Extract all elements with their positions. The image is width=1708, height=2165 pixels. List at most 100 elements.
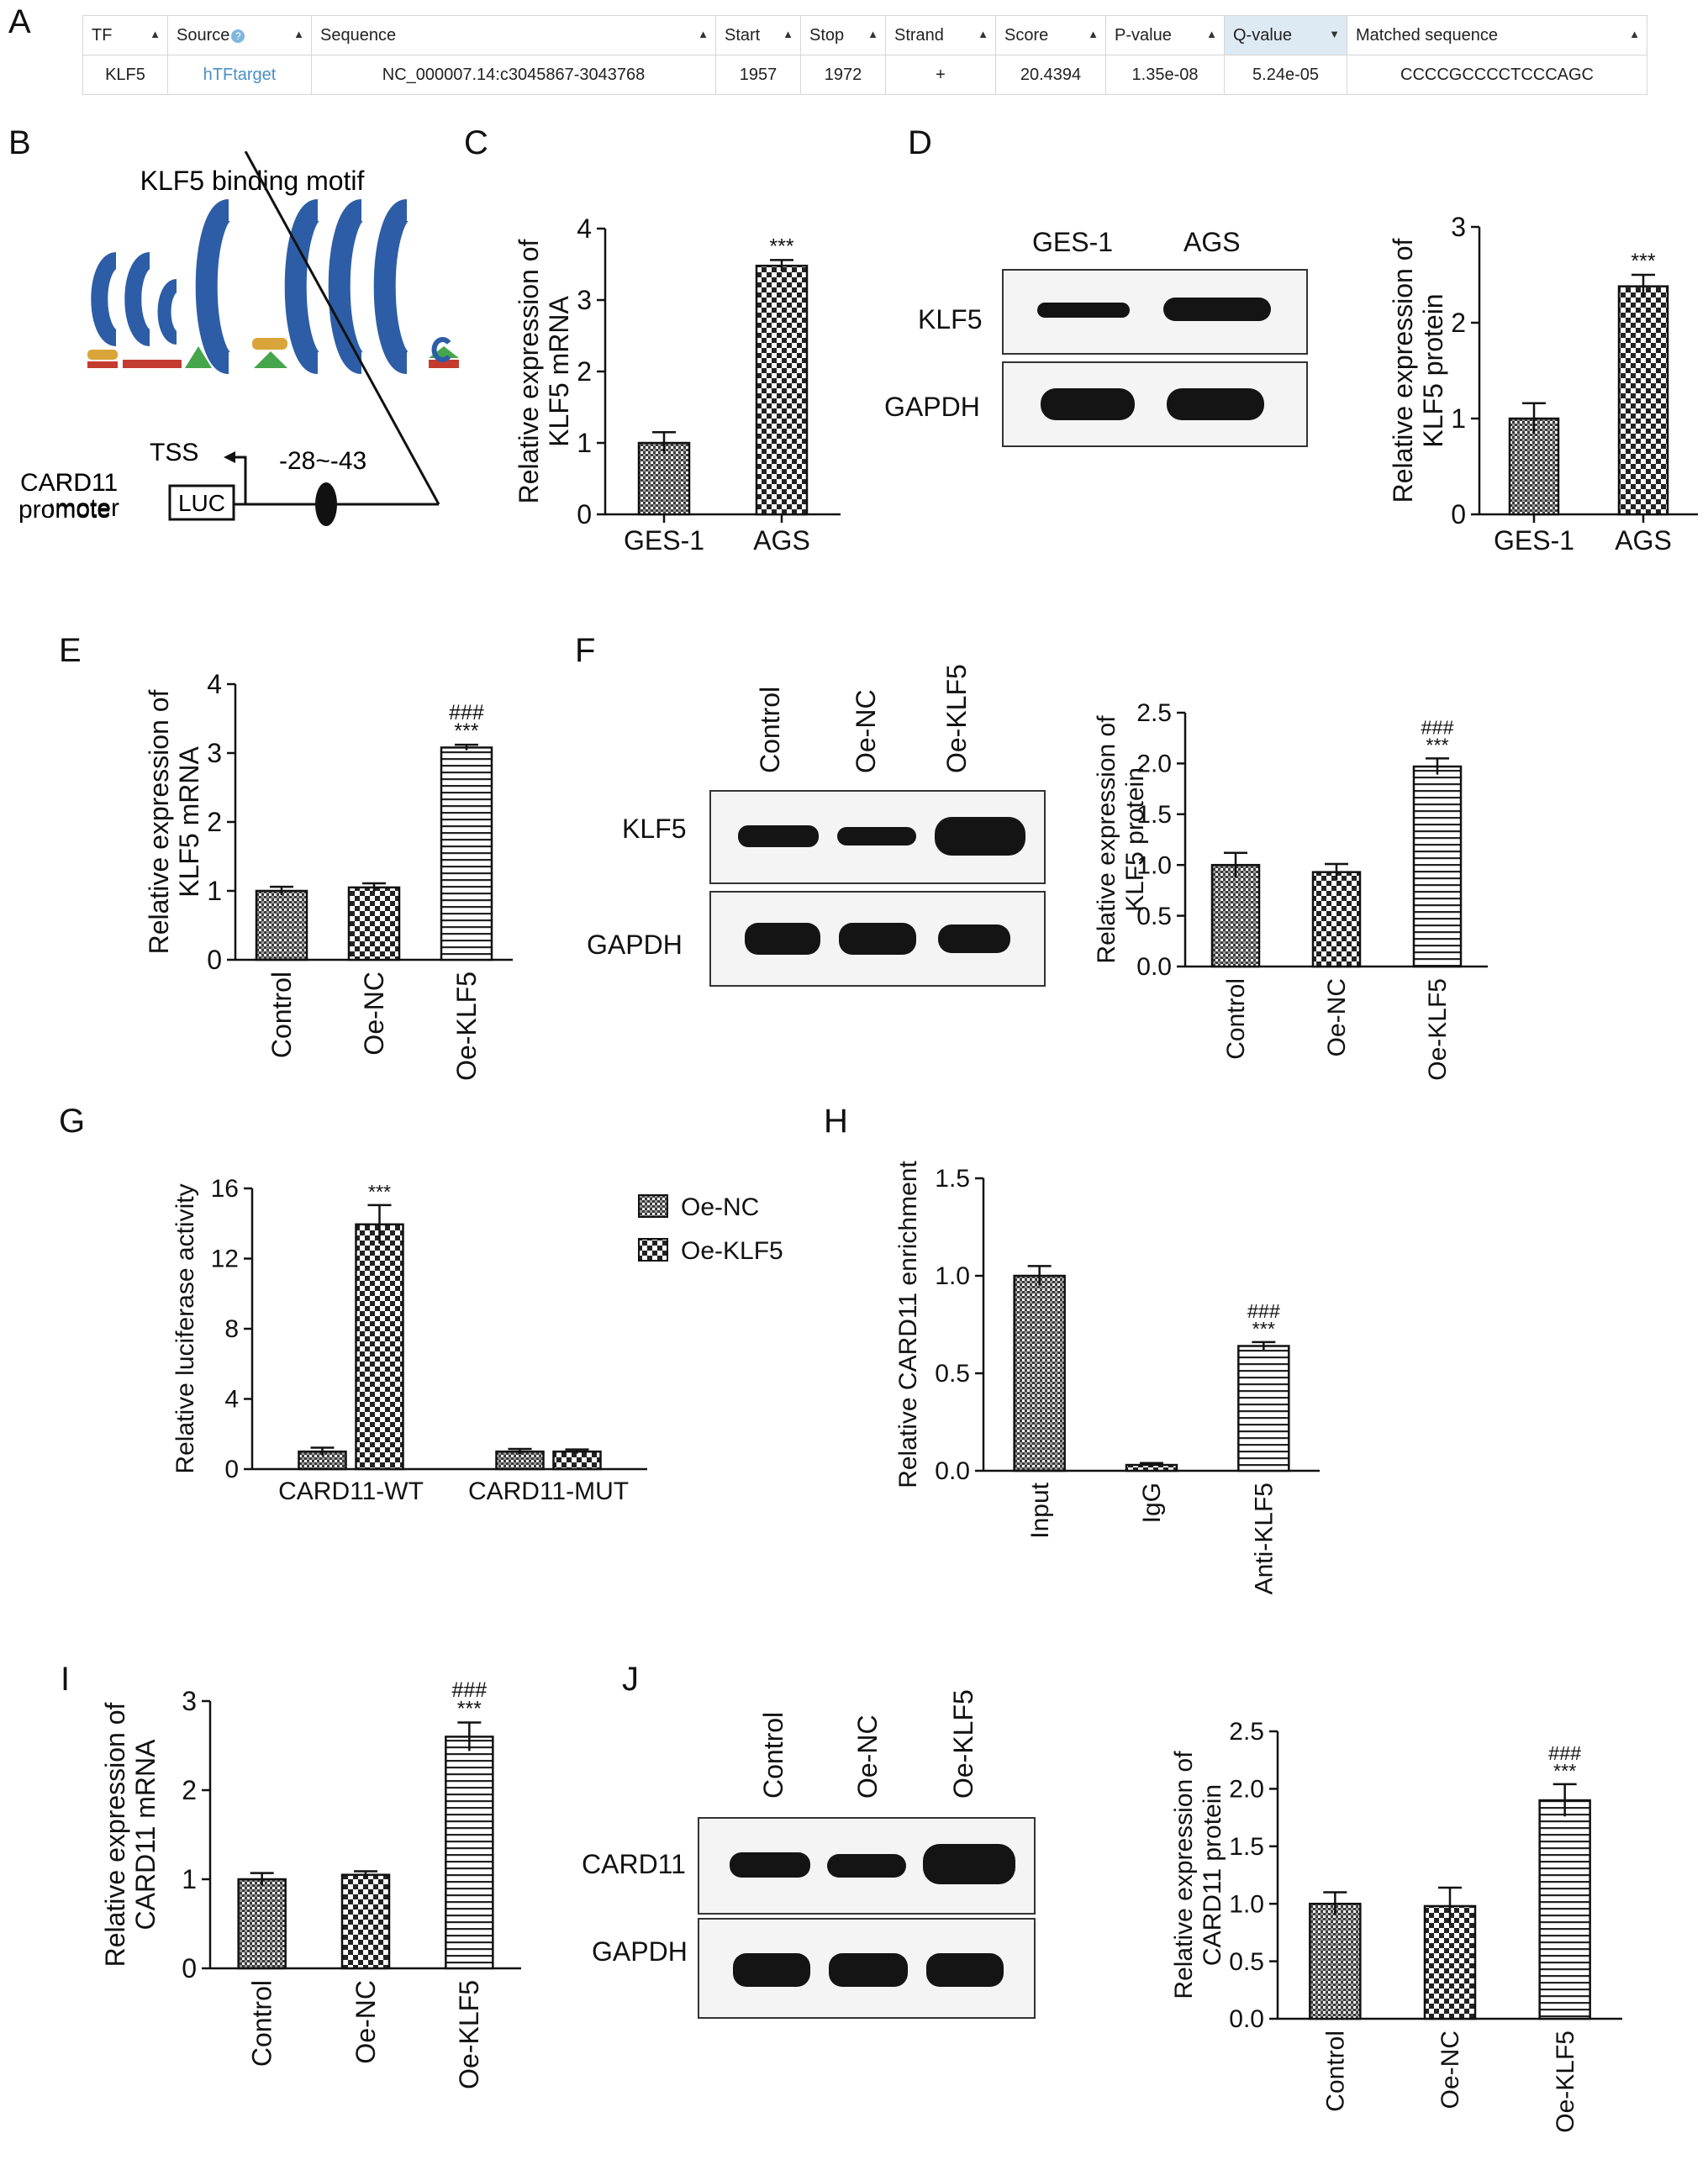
y-tick-label: 1: [207, 876, 222, 906]
logo-letter-g-1: [87, 350, 118, 360]
blot-band: [829, 1953, 908, 1987]
bar: [755, 264, 809, 516]
blot-band: [738, 825, 819, 847]
blot-d-membrane-top: [1002, 269, 1308, 355]
header-tf[interactable]: TF ▲: [82, 15, 168, 55]
promoter-label-line-2: promoter: [50, 494, 119, 522]
bar: [1013, 1274, 1066, 1472]
x-category-label: GES-1: [624, 525, 704, 556]
blot-band: [839, 923, 916, 955]
header-score[interactable]: Score ▲: [995, 15, 1106, 55]
blot-band: [730, 1852, 810, 1878]
info-icon[interactable]: ?: [231, 29, 245, 43]
y-tick-label: 0.5: [935, 1360, 970, 1388]
blot-j-row-gapdh: GAPDH: [592, 1936, 688, 1967]
header-p-value[interactable]: P-value ▲: [1105, 15, 1225, 55]
chart-j: 0.0 0.5 1.0 1.5 2.0 2.5 Relative expression of…: [1170, 1718, 1622, 2133]
bar: [552, 1450, 602, 1471]
x-category-label: Oe-NC: [1437, 2031, 1464, 2109]
promoter-label-promoter: promoter: [18, 496, 109, 524]
tss-label: TSS: [150, 439, 198, 466]
y-tick-label: 2.5: [1229, 1718, 1264, 1746]
chart-e: 0 1 2 3 4 Relative expression of KLF5 mRNA Cont…: [144, 669, 513, 1081]
blot-d: GES-1 AGS KLF5 GAPDH: [841, 219, 1345, 471]
y-tick-label: 2: [577, 356, 592, 387]
table-row: KLF5 hTFtarget NC_000007.14:c3045867-304…: [82, 55, 1647, 95]
blot-band: [1163, 298, 1271, 321]
blot-f-membrane-bottom: [709, 891, 1046, 987]
cell-source-link[interactable]: hTFtarget: [167, 55, 312, 95]
blot-d-membrane-bottom: [1002, 361, 1308, 447]
panel-letter-d: D: [908, 124, 932, 161]
blot-band: [1037, 303, 1130, 318]
header-source[interactable]: Source? ▲: [167, 15, 312, 55]
x-category-label: Oe-KLF5: [1424, 978, 1452, 1081]
x-category-label: Control: [1222, 978, 1250, 1060]
header-q-value[interactable]: Q-value ▼: [1224, 15, 1347, 55]
y-tick-label: 3: [1451, 212, 1466, 242]
cell-p-value: 1.35e-08: [1105, 55, 1225, 95]
promoter-label-line-1: CARD11: [50, 469, 118, 497]
significance-label: ***: [769, 234, 793, 258]
bar: [1412, 765, 1463, 968]
cell-score: 20.4394: [995, 55, 1106, 95]
tss-arrow-icon: [224, 451, 235, 463]
promoter-label-cardll: CARD11: [20, 469, 109, 497]
header-sequence[interactable]: Sequence ▲: [311, 15, 716, 55]
y-axis-label: Relative expression of: [1170, 1751, 1198, 1999]
blot-d-lane-1: GES-1: [1032, 227, 1114, 257]
blot-d-row-klf5: KLF5: [918, 304, 983, 334]
y-tick-label: 0: [577, 499, 592, 529]
blot-band: [935, 817, 1025, 856]
y-tick-label: 0: [1451, 499, 1466, 529]
significance-label: ###: [1421, 716, 1453, 738]
header-start[interactable]: Start ▲: [715, 15, 801, 55]
x-category-label: GES-1: [1494, 525, 1574, 556]
bar: [440, 746, 493, 961]
chart-f: 0.0 0.5 1.0 1.5 2.0 2.5 Relative expression of…: [1093, 699, 1488, 1081]
y-tick-label: 2.5: [1136, 699, 1172, 727]
cell-strand: +: [885, 55, 996, 95]
legend-label: Oe-KLF5: [681, 1237, 783, 1265]
chart-i: 0 1 2 3 Relative expression of CARD11 mRNA Con…: [101, 1678, 521, 2089]
bar: [355, 1223, 404, 1471]
x-category-label: Control: [266, 972, 297, 1058]
panel-letter-c: C: [464, 124, 488, 161]
x-category-label: Input: [1026, 1482, 1054, 1538]
header-strand[interactable]: Strand ▲: [885, 15, 996, 55]
x-category-label: CARD11-WT: [278, 1478, 424, 1505]
blot-band: [938, 924, 1010, 953]
y-tick-label: 1.0: [1229, 1890, 1264, 1918]
y-tick-label: 1.5: [1229, 1833, 1264, 1861]
y-axis-label: Relative expression of: [144, 689, 174, 954]
significance-label: ***: [1553, 1760, 1576, 1782]
y-tick-label: 1.5: [935, 1165, 970, 1193]
cell-q-value: 5.24e-05: [1224, 55, 1347, 95]
header-matched-sequence[interactable]: Matched sequence ▲: [1347, 15, 1647, 55]
bar: [637, 441, 691, 516]
promoter-diagram: TSS -28~-43 LUC CARD11 promoter: [50, 151, 440, 526]
y-tick-label: 4: [207, 669, 222, 699]
significance-label: ###: [1548, 1742, 1581, 1764]
blot-j-lane-2: Oe-NC: [852, 1715, 883, 1799]
bar: [1237, 1345, 1290, 1472]
panel-letter-a: A: [8, 3, 31, 40]
header-stop[interactable]: Stop ▲: [800, 15, 886, 55]
y-tick-label: 8: [224, 1315, 239, 1343]
y-axis-label: KLF5 mRNA: [174, 746, 204, 898]
sequence-logo: [87, 199, 459, 374]
bar: [237, 1878, 287, 1970]
bar: [1508, 417, 1560, 516]
legend-swatch: [638, 1238, 668, 1262]
blot-j-row-card11: CARD11: [582, 1849, 686, 1879]
chart-c: 0 1 2 3 4 Relative expression of KLF5 mRNA GES-…: [514, 213, 841, 556]
legend-swatch: [638, 1194, 668, 1218]
blot-j-membrane-bottom: [698, 1918, 1036, 2019]
panel-letter-b: B: [8, 124, 31, 161]
blot-band: [745, 923, 820, 955]
blot-f-lane-3: Oe-KLF5: [941, 664, 972, 773]
significance-label: ***: [1252, 1318, 1275, 1340]
blot-d-lane-2: AGS: [1183, 227, 1241, 257]
y-tick-label: 16: [211, 1175, 239, 1203]
blot-d-row-gapdh: GAPDH: [884, 392, 980, 422]
